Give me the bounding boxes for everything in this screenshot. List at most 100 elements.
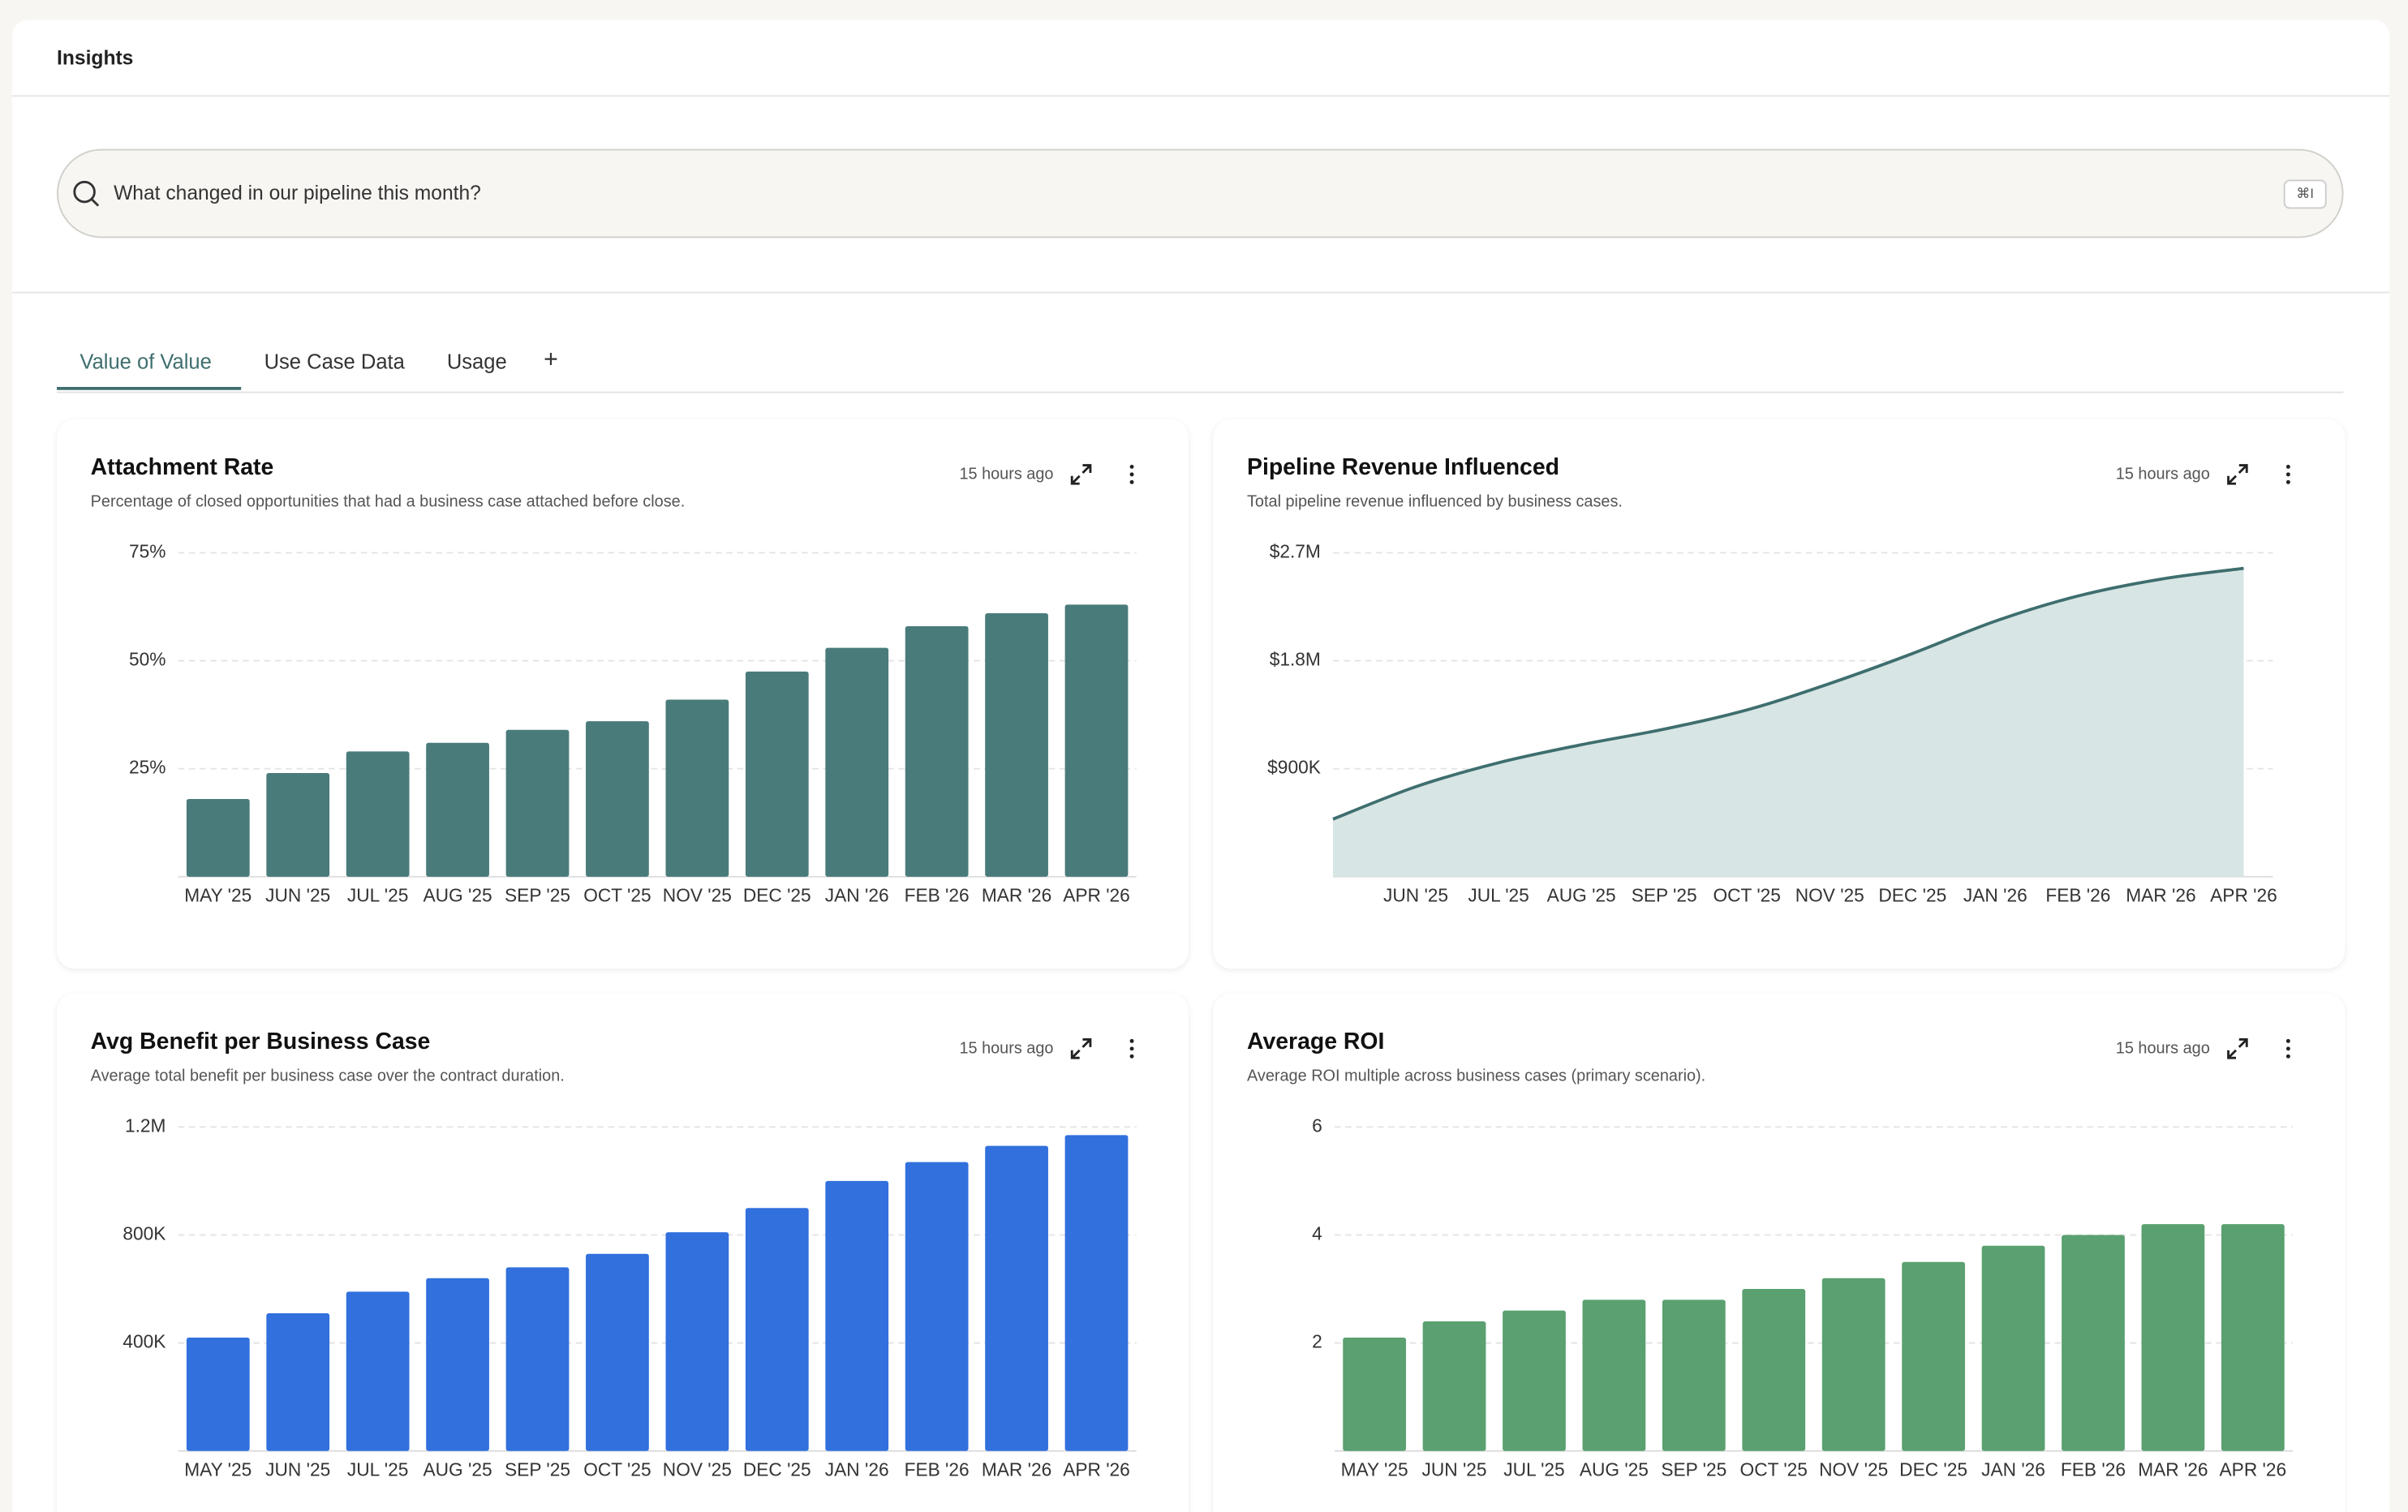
chart-card: Pipeline Revenue Influenced Total pipelin…: [1213, 419, 2346, 969]
x-tick-label: MAY '25: [184, 884, 252, 905]
x-tick-label: MAR '26: [982, 1458, 1051, 1480]
bar: [905, 1162, 969, 1451]
expand-button[interactable]: [1069, 1037, 1093, 1061]
x-tick-label: APR '26: [2220, 1458, 2287, 1480]
expand-button[interactable]: [2225, 462, 2250, 487]
bar: [586, 721, 649, 877]
bar: [985, 612, 1048, 877]
more-button[interactable]: [2276, 462, 2300, 487]
x-tick-label: SEP '25: [505, 884, 570, 905]
x-tick-label: MAY '25: [184, 1458, 252, 1480]
chart-title: Avg Benefit per Business Case: [90, 1029, 431, 1055]
bar: [2062, 1235, 2125, 1451]
x-tick-label: MAR '26: [2138, 1458, 2208, 1480]
updated-time: 15 hours ago: [959, 1039, 1054, 1059]
x-tick-label: JUN '25: [1383, 884, 1448, 905]
more-button[interactable]: [2276, 1037, 2300, 1061]
active-tab-indicator: [57, 386, 242, 390]
bar: [1662, 1299, 1726, 1451]
chart-title: Pipeline Revenue Influenced: [1246, 454, 1559, 481]
x-tick-label: JUN '25: [1422, 1458, 1487, 1480]
x-tick-label: MAR '26: [982, 884, 1051, 905]
x-tick-label: JAN '26: [825, 1458, 889, 1480]
bar: [1981, 1245, 2045, 1451]
x-tick-label: JUL '25: [347, 1458, 408, 1480]
x-tick-label: AUG '25: [1580, 1458, 1649, 1480]
bar: [1343, 1337, 1406, 1451]
x-tick-label: JUL '25: [1503, 1458, 1564, 1480]
bar: [985, 1145, 1048, 1451]
x-tick-label: FEB '26: [905, 884, 970, 905]
x-tick-label: AUG '25: [424, 1458, 492, 1480]
y-tick-label: 50%: [129, 649, 166, 670]
bar: [745, 671, 809, 877]
chart-subtitle: Percentage of closed opportunities that …: [90, 492, 686, 512]
y-tick-label: 2: [1312, 1331, 1322, 1352]
x-tick-label: JAN '26: [1963, 884, 2027, 905]
y-tick-label: 400K: [123, 1331, 166, 1352]
x-tick-label: OCT '25: [583, 884, 651, 905]
bar: [1064, 1135, 1129, 1451]
expand-button[interactable]: [2225, 1037, 2250, 1061]
add-tab[interactable]: +: [544, 346, 558, 373]
x-tick-label: OCT '25: [1714, 884, 1781, 905]
bar: [426, 742, 489, 877]
chart-subtitle: Average ROI multiple across business cas…: [1246, 1067, 1706, 1086]
y-tick-label: 75%: [129, 540, 166, 561]
chart-card: Avg Benefit per Business Case Average tot…: [57, 993, 1189, 1512]
y-tick-label: 6: [1312, 1115, 1322, 1136]
bar: [825, 647, 889, 877]
bar: [346, 751, 410, 877]
bar: [2221, 1224, 2285, 1451]
y-tick-label: 1.2M: [125, 1115, 166, 1136]
x-tick-label: OCT '25: [1740, 1458, 1808, 1480]
y-tick-label: 4: [1312, 1222, 1322, 1244]
tab-border: [57, 391, 2344, 393]
shortcut-key: ⌘I: [2283, 179, 2327, 209]
tab[interactable]: Usage: [446, 350, 507, 373]
x-tick-label: SEP '25: [505, 1458, 570, 1480]
bar: [505, 1267, 570, 1451]
chart: 2 4 6 MAY '25 JUN '25 JUL '25 AUG '25 SEP '25 OC…: [1312, 1115, 2294, 1480]
x-tick-label: JAN '26: [1981, 1458, 2045, 1480]
bar: [1902, 1261, 1965, 1451]
y-tick-label: $1.8M: [1270, 649, 1321, 670]
more-button[interactable]: [1120, 1037, 1144, 1061]
bar: [1821, 1278, 1886, 1451]
bar: [266, 1313, 330, 1451]
x-tick-label: JUL '25: [347, 884, 408, 905]
x-tick-label: NOV '25: [663, 1458, 732, 1480]
bar: [505, 729, 570, 877]
chart-subtitle: Total pipeline revenue influenced by bus…: [1246, 492, 1623, 512]
x-tick-label: DEC '25: [743, 884, 811, 905]
x-tick-label: FEB '26: [2045, 884, 2110, 905]
x-tick-label: JUN '25: [265, 884, 330, 905]
x-tick-label: SEP '25: [1661, 1458, 1726, 1480]
x-tick-label: JUN '25: [265, 1458, 330, 1480]
bar: [2141, 1224, 2205, 1451]
chart-title: Attachment Rate: [90, 454, 274, 481]
bar: [665, 1232, 729, 1451]
bar: [1582, 1299, 1646, 1451]
x-tick-label: NOV '25: [1795, 884, 1864, 905]
search-box[interactable]: What changed in our pipeline this month?…: [57, 148, 2344, 238]
bar: [905, 625, 969, 877]
more-button[interactable]: [1120, 462, 1144, 487]
tab[interactable]: Use Case Data: [264, 350, 405, 373]
bar: [665, 699, 729, 877]
bar: [825, 1180, 889, 1451]
bar: [186, 1337, 250, 1451]
tab[interactable]: Value of Value: [80, 350, 212, 373]
bar: [266, 773, 330, 877]
bar: [346, 1291, 410, 1451]
x-tick-label: SEP '25: [1632, 884, 1697, 905]
search-icon: [73, 180, 100, 207]
x-tick-label: DEC '25: [1878, 884, 1946, 905]
chart-title: Average ROI: [1246, 1029, 1385, 1055]
chart: 25% 50% 75% MAY '25 JUN '25 JUL '25 AUG '25 SEP…: [129, 540, 1137, 905]
chart-card: Attachment Rate Percentage of closed oppo…: [57, 419, 1189, 969]
divider: [12, 291, 2390, 294]
x-tick-label: OCT '25: [583, 1458, 651, 1480]
expand-button[interactable]: [1069, 462, 1093, 487]
